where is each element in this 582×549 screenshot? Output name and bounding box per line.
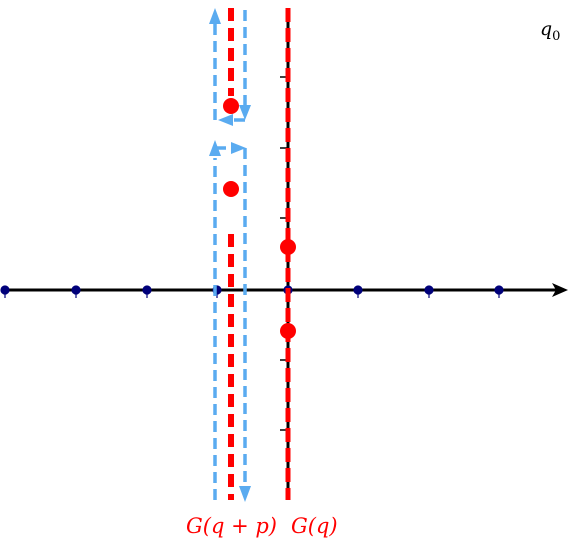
arrowhead-icon bbox=[209, 140, 221, 156]
arrowhead-icon bbox=[239, 105, 251, 120]
arrowhead-icon bbox=[209, 8, 221, 24]
arrowhead-icon bbox=[218, 114, 233, 126]
pole-g-upper bbox=[280, 239, 296, 255]
horizontal-ticks bbox=[0, 285, 504, 298]
arrowhead-icon bbox=[239, 486, 251, 502]
pole-gqp-lower bbox=[223, 181, 239, 197]
g-shifted-label: G(q + p) bbox=[186, 514, 277, 538]
arrowhead-icon bbox=[231, 142, 246, 154]
axis-arrow-icon bbox=[552, 283, 568, 297]
g-label: G(q) bbox=[291, 514, 338, 538]
q0-label: q0 bbox=[540, 18, 561, 44]
pole-g-lower bbox=[280, 323, 296, 339]
pole-gqp-upper bbox=[223, 98, 239, 114]
